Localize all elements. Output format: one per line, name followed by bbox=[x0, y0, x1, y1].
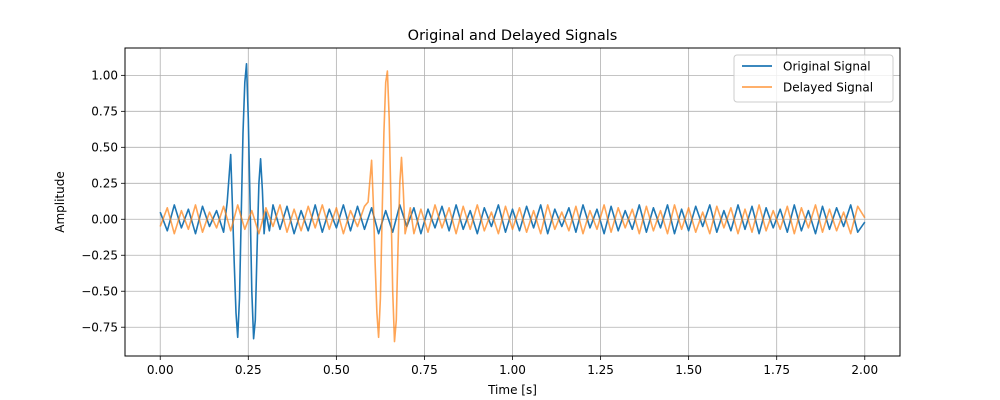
chart-title: Original and Delayed Signals bbox=[408, 28, 618, 44]
x-tick-label: 1.25 bbox=[587, 363, 614, 377]
legend: Original Signal Delayed Signal bbox=[733, 54, 894, 103]
y-tick-label: 0.00 bbox=[91, 212, 118, 226]
y-tick-label: 0.25 bbox=[91, 176, 118, 190]
x-tick-label: 1.75 bbox=[763, 363, 790, 377]
ticks: 0.00 0.25 0.50 0.75 1.00 1.25 1.50 1.75 2.00 −0.7… bbox=[81, 69, 878, 377]
x-tick-label: 0.75 bbox=[411, 363, 438, 377]
series-line-delayed-signal bbox=[159, 70, 866, 343]
y-tick-label: −0.50 bbox=[81, 284, 118, 298]
legend-frame bbox=[733, 54, 894, 103]
y-tick-label: 0.75 bbox=[91, 105, 118, 119]
x-tick-label: 1.50 bbox=[675, 363, 702, 377]
y-tick-label: −0.25 bbox=[81, 248, 118, 262]
series-layer bbox=[159, 62, 866, 343]
x-tick-label: 2.00 bbox=[851, 363, 878, 377]
x-tick-label: 0.50 bbox=[323, 363, 350, 377]
x-tick-label: 0.25 bbox=[235, 363, 262, 377]
y-tick-label: 1.00 bbox=[91, 69, 118, 83]
x-tick-label: 0.00 bbox=[147, 363, 174, 377]
y-tick-label: 0.50 bbox=[91, 141, 118, 155]
y-axis-title: Amplitude bbox=[53, 171, 67, 233]
x-axis-title: Time [s] bbox=[487, 383, 537, 397]
y-tick-label: −0.75 bbox=[81, 320, 118, 334]
legend-label-original: Original Signal bbox=[783, 60, 871, 74]
x-tick-label: 1.00 bbox=[499, 363, 526, 377]
legend-label-delayed: Delayed Signal bbox=[783, 81, 873, 95]
